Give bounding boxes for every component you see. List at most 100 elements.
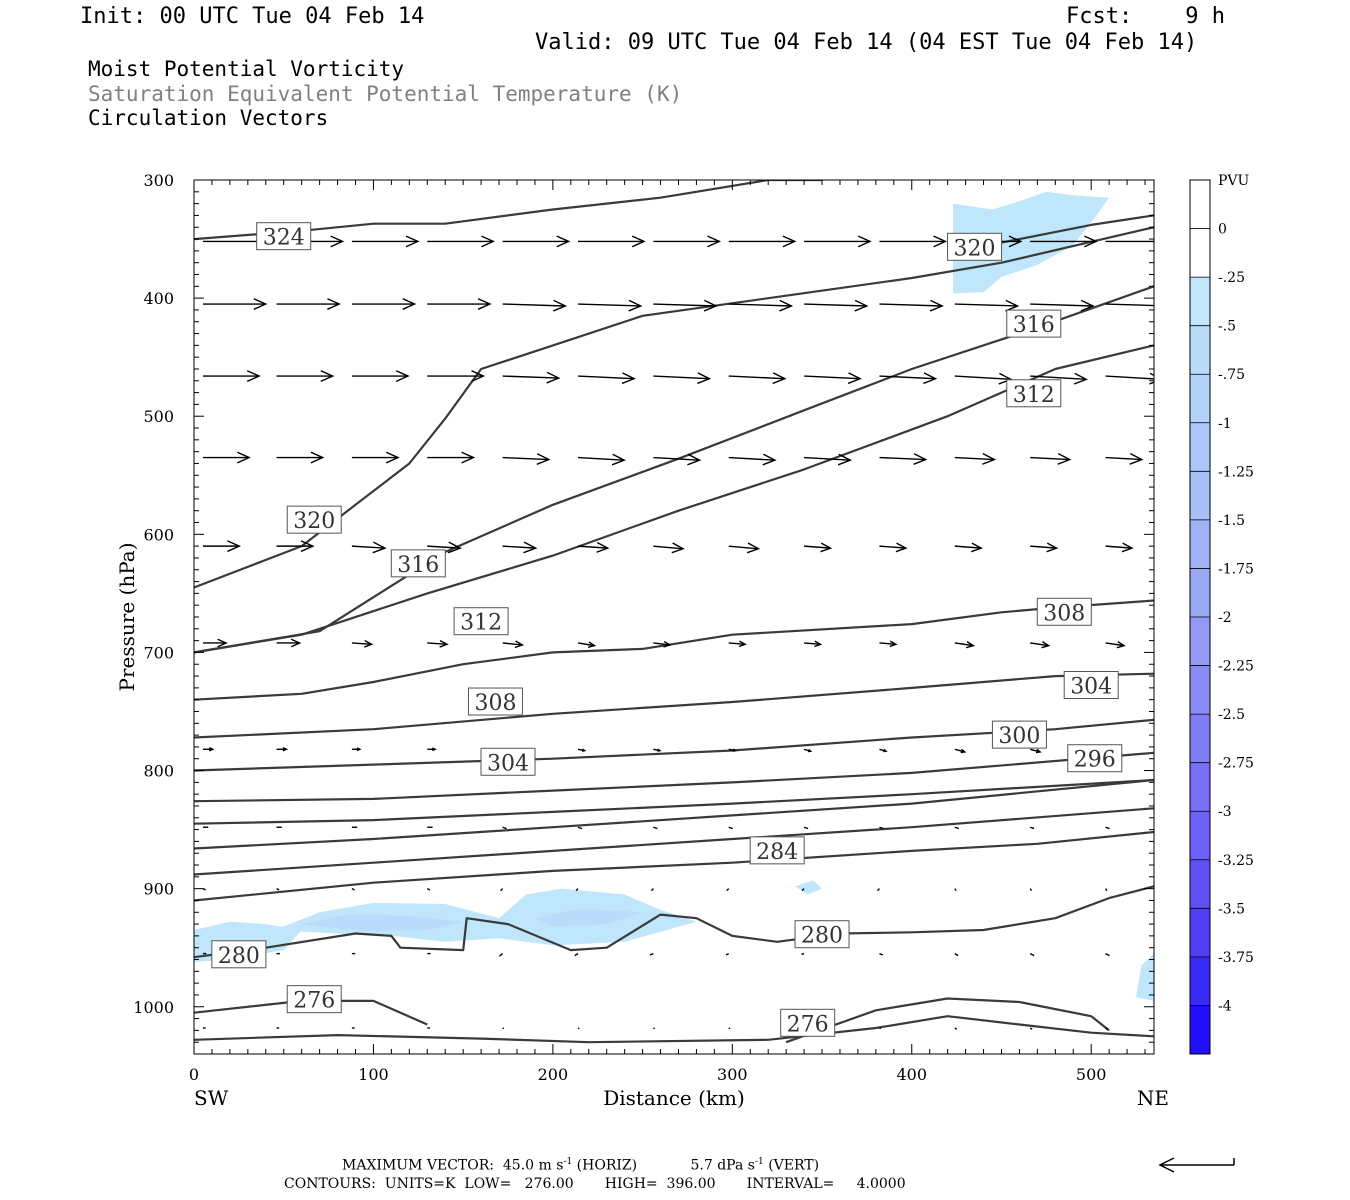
svg-text:316: 316 <box>1013 313 1055 338</box>
svg-text:312: 312 <box>460 611 502 636</box>
x-tick-label-500: 500 <box>1076 1065 1107 1084</box>
contour-label-17: 276 <box>780 1008 836 1037</box>
vector-3-13 <box>1153 457 1154 459</box>
vector-0-6 <box>653 235 722 248</box>
colorbar-swatch-8 <box>1190 568 1210 618</box>
vector-3-3 <box>427 451 476 464</box>
vector-9-6 <box>649 952 654 956</box>
vector-5-12 <box>1105 641 1126 649</box>
colorbar-swatch-0 <box>1190 180 1210 229</box>
svg-text:284: 284 <box>756 840 798 865</box>
max-horiz-unit: (HORIZ) <box>576 1157 638 1174</box>
contour-label-12: 296 <box>1067 744 1123 773</box>
colorbar-swatch-1 <box>1190 228 1210 278</box>
vector-10-10 <box>954 1027 958 1030</box>
vector-2-10 <box>954 372 1013 385</box>
colorbar-swatch-9 <box>1190 617 1210 666</box>
vector-8-11 <box>1029 888 1033 892</box>
vector-2-1 <box>276 370 335 382</box>
vector-4-0 <box>202 540 241 553</box>
vector-4-6 <box>653 542 685 554</box>
colorbar-swatch-12 <box>1190 762 1210 812</box>
vector-0-2 <box>351 235 420 248</box>
vector-1-5 <box>577 299 643 312</box>
contour-label-10: 304 <box>480 747 536 776</box>
vector-2-7 <box>728 372 787 385</box>
vector-2-8 <box>804 372 862 385</box>
vector-10-11 <box>1029 1027 1033 1030</box>
max-vert-exp: -1 <box>754 1157 764 1167</box>
y-tick-label-400: 400 <box>143 289 174 308</box>
vector-6-3 <box>427 747 437 752</box>
vector-5-0 <box>202 638 228 648</box>
vector-2-11 <box>1030 372 1089 385</box>
contour-316-13 <box>194 285 1154 654</box>
colorbar-label-6: -1.5 <box>1218 513 1245 529</box>
svg-text:312: 312 <box>1013 383 1055 408</box>
vector-3-6 <box>653 453 702 466</box>
vector-1-11 <box>1030 299 1095 312</box>
vector-8-12 <box>1104 888 1108 892</box>
vector-7-10 <box>954 826 960 830</box>
vector-8-8 <box>801 888 805 892</box>
field-title-vectors: Circulation Vectors <box>88 106 329 130</box>
colorbar-label-10: -2.5 <box>1218 707 1245 723</box>
x-tick-label-400: 400 <box>896 1065 927 1084</box>
vector-2-3 <box>427 370 486 382</box>
vector-2-6 <box>653 372 712 385</box>
vector-5-13 <box>1153 642 1154 644</box>
vector-3-12 <box>1105 452 1144 465</box>
vector-4-1 <box>276 540 315 553</box>
svg-text:308: 308 <box>474 691 516 716</box>
colorbar-label-0: 0 <box>1218 222 1227 238</box>
vector-1-0 <box>202 298 268 310</box>
vector-9-9 <box>879 952 884 956</box>
vector-5-1 <box>276 638 302 648</box>
svg-text:280: 280 <box>801 924 843 949</box>
contour-278-2 <box>194 1015 1154 1044</box>
svg-text:320: 320 <box>293 509 335 534</box>
vector-10-5 <box>577 1027 580 1030</box>
vector-4-3 <box>427 541 462 554</box>
y-tick-label-500: 500 <box>143 407 174 426</box>
contour-info-line: CONTOURS: UNITS=K LOW= 276.00 HIGH= 396.… <box>284 1176 906 1192</box>
vector-10-4 <box>502 1027 505 1030</box>
svg-text:280: 280 <box>218 944 260 969</box>
colorbar-label-9: -2.25 <box>1218 659 1254 675</box>
y-tick-label-300: 300 <box>143 171 174 190</box>
vector-2-12 <box>1105 372 1154 385</box>
colorbar-label-12: -3 <box>1218 804 1232 820</box>
field-title-theta-es: Saturation Equivalent Potential Temperat… <box>88 82 683 106</box>
vector-4-8 <box>804 542 833 553</box>
vector-3-5 <box>577 453 626 466</box>
vector-7-7 <box>728 826 733 830</box>
vector-0-7 <box>728 235 797 248</box>
vector-10-9 <box>879 1027 882 1030</box>
contour-label-11: 300 <box>991 720 1047 749</box>
colorbar-unit: PVU <box>1218 173 1250 189</box>
vector-1-6 <box>653 299 718 312</box>
x-tick-label-300: 300 <box>717 1065 748 1084</box>
vector-1-9 <box>879 299 944 312</box>
vector-8-4 <box>500 888 504 892</box>
mpv-region-1 <box>274 888 697 946</box>
vector-7-13 <box>1153 827 1154 828</box>
max-vector-line: MAXIMUM VECTOR: 45.0 m s-1 (HORIZ) 5.7 d… <box>342 1157 819 1174</box>
y-tick-label-1000: 1000 <box>133 998 174 1017</box>
vector-0-11 <box>1030 235 1098 248</box>
contour-label-3: 312 <box>1006 379 1062 408</box>
vector-1-8 <box>804 299 869 312</box>
colorbar-swatch-14 <box>1190 859 1210 909</box>
field-title-mpv: Moist Potential Vorticity <box>88 57 405 81</box>
y-axis-label: Pressure (hPa) <box>115 543 139 692</box>
vector-4-9 <box>879 542 908 553</box>
colorbar-swatch-11 <box>1190 714 1210 763</box>
vector-9-11 <box>1029 952 1035 957</box>
vector-4-7 <box>728 542 761 554</box>
contour-label-4: 320 <box>286 505 342 534</box>
vector-7-6 <box>653 826 658 830</box>
contour-label-13: 284 <box>749 836 805 865</box>
svg-text:276: 276 <box>293 989 335 1014</box>
x-tick-label-0: 0 <box>189 1065 199 1084</box>
vector-4-11 <box>1030 542 1059 553</box>
